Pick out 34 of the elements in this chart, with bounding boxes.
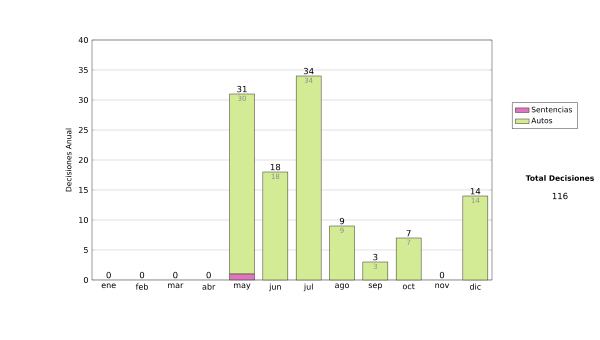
x-tick-label: jun bbox=[269, 284, 281, 292]
y-tick-label: 10 bbox=[79, 216, 88, 224]
y-tick-label: 35 bbox=[78, 66, 88, 74]
x-tick-label: abr bbox=[202, 284, 216, 290]
total-label: 34 bbox=[304, 68, 314, 74]
y-tick-label: 15 bbox=[79, 187, 88, 193]
x-tick-label: mar bbox=[168, 284, 184, 288]
total-label: 9 bbox=[340, 218, 344, 224]
text: 116 bbox=[552, 192, 568, 200]
x-tick-label: ago bbox=[335, 284, 349, 290]
x-tick-label: ene bbox=[102, 284, 116, 288]
total-label: 3 bbox=[373, 254, 378, 260]
x-tick-label: jul bbox=[304, 284, 313, 292]
total-label: 7 bbox=[406, 230, 411, 236]
total-label: 14 bbox=[470, 188, 480, 194]
total-label: 0 bbox=[140, 272, 144, 278]
total-label: 0 bbox=[106, 272, 111, 278]
total-label: 0 bbox=[440, 272, 444, 278]
total-label: 0 bbox=[173, 272, 178, 278]
total-label: 31 bbox=[237, 86, 247, 92]
y-tick-label: 0 bbox=[84, 276, 88, 284]
y-tick-label: 30 bbox=[78, 96, 88, 104]
y-tick-label: 5 bbox=[84, 247, 88, 253]
y-tick-label: 20 bbox=[78, 156, 88, 164]
x-tick-label: nov bbox=[435, 284, 450, 288]
x-tick-label: dic bbox=[470, 284, 481, 290]
x-tick-label: may bbox=[234, 284, 250, 290]
total-label: 0 bbox=[206, 272, 211, 278]
x-tick-label: oct bbox=[402, 284, 415, 290]
y-tick-label: 40 bbox=[78, 36, 88, 44]
x-tick-label: feb bbox=[136, 284, 148, 290]
y-tick-label: 25 bbox=[78, 126, 88, 134]
x-tick-label: sep bbox=[368, 284, 382, 290]
total-label: 18 bbox=[270, 164, 280, 170]
